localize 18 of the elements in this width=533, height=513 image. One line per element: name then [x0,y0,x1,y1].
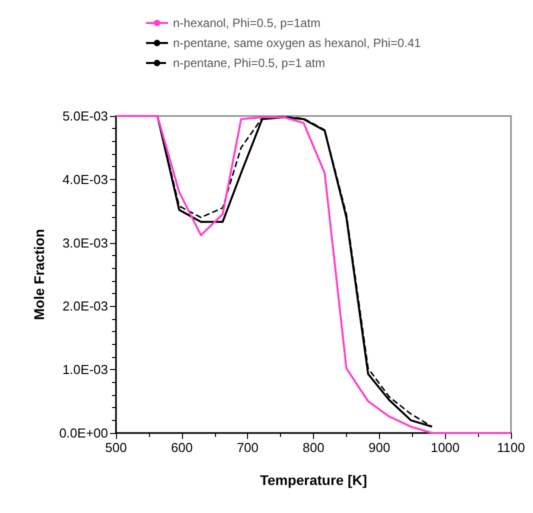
y-tick-label: 4.0E-03 [62,172,108,187]
x-tick-label: 1000 [430,440,460,455]
legend-label: n-pentane, Phi=0.5, p=1 atm [173,56,326,70]
x-axis-title: Temperature [K] [260,472,368,488]
x-tick-label: 1100 [497,440,525,455]
x-tick-label: 900 [368,440,390,455]
legend-label: n-hexanol, Phi=0.5, p=1atm [173,16,320,30]
y-axis-title: Mole Fraction [31,228,47,320]
y-tick-label: 5.0E-03 [62,108,108,124]
y-tick-label: 3.0E-03 [62,235,108,250]
y-tick-label: 0.0E+00 [59,426,108,440]
y-tick-label: 2.0E-03 [62,298,108,314]
y-tick-label: 1.0E-03 [62,362,108,378]
x-tick-label: 700 [236,440,259,455]
x-tick-label: 600 [170,440,193,455]
legend-label: n-pentane, same oxygen as hexanol, Phi=0.41 [173,36,422,50]
x-tick-label: 800 [302,440,324,455]
x-tick-label: 500 [105,440,127,455]
